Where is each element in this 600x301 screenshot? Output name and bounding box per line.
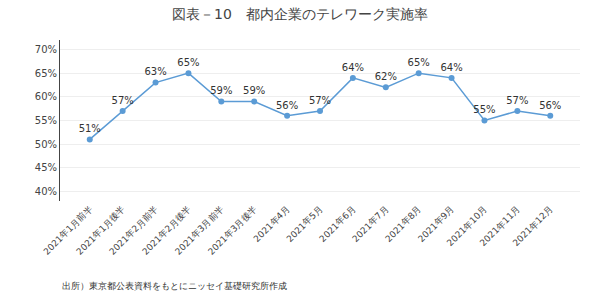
svg-text:63%: 63%	[144, 66, 166, 77]
svg-text:2021年6月: 2021年6月	[317, 204, 357, 244]
svg-text:50%: 50%	[35, 139, 57, 150]
svg-text:62%: 62%	[375, 71, 397, 82]
svg-text:70%: 70%	[35, 44, 57, 55]
svg-text:2021年8月: 2021年8月	[383, 204, 423, 244]
svg-text:59%: 59%	[243, 85, 265, 96]
svg-text:2021年3月後半: 2021年3月後半	[206, 204, 259, 257]
svg-text:2021年12月: 2021年12月	[511, 204, 555, 248]
svg-text:64%: 64%	[342, 62, 364, 73]
svg-text:65%: 65%	[35, 68, 57, 79]
svg-text:2021年1月後半: 2021年1月後半	[74, 204, 127, 257]
svg-text:2021年2月後半: 2021年2月後半	[140, 204, 193, 257]
svg-text:64%: 64%	[440, 62, 462, 73]
svg-text:45%: 45%	[35, 162, 57, 173]
svg-text:2021年7月: 2021年7月	[350, 204, 390, 244]
svg-text:2021年11月: 2021年11月	[478, 204, 522, 248]
svg-text:2021年3月前半: 2021年3月前半	[173, 204, 226, 257]
svg-text:65%: 65%	[408, 57, 430, 68]
svg-text:55%: 55%	[473, 104, 495, 115]
svg-text:55%: 55%	[35, 115, 57, 126]
svg-text:40%: 40%	[35, 186, 57, 197]
svg-text:59%: 59%	[210, 85, 232, 96]
svg-text:2021年1月前半: 2021年1月前半	[42, 204, 95, 257]
svg-text:57%: 57%	[506, 95, 528, 106]
svg-text:2021年2月前半: 2021年2月前半	[107, 204, 160, 257]
svg-text:56%: 56%	[539, 100, 561, 111]
svg-text:60%: 60%	[35, 91, 57, 102]
svg-text:2021年10月: 2021年10月	[445, 204, 489, 248]
svg-text:51%: 51%	[79, 123, 101, 134]
svg-text:65%: 65%	[177, 57, 199, 68]
svg-text:図表－10 都内企業のテレワーク実施率: 図表－10 都内企業のテレワーク実施率	[172, 6, 428, 22]
svg-text:57%: 57%	[309, 95, 331, 106]
svg-text:出所）東京都公表資料をもとにニッセイ基礎研究所作成: 出所）東京都公表資料をもとにニッセイ基礎研究所作成	[62, 281, 287, 291]
svg-text:57%: 57%	[112, 95, 134, 106]
svg-text:56%: 56%	[276, 100, 298, 111]
svg-text:2021年4月: 2021年4月	[252, 204, 292, 244]
svg-text:2021年5月: 2021年5月	[285, 204, 325, 244]
svg-text:2021年9月: 2021年9月	[416, 204, 456, 244]
